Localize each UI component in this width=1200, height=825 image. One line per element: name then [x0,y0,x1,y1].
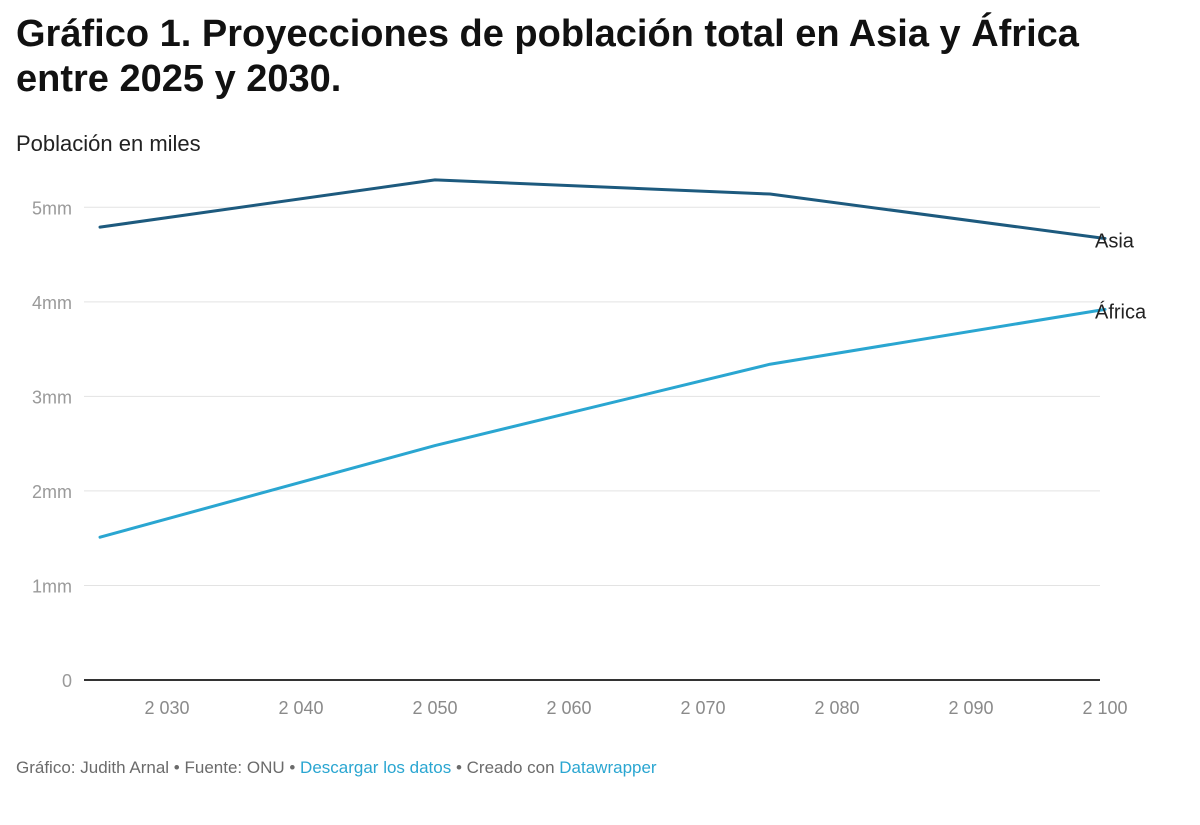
series-line-asia [98,178,1107,240]
footer-separator: • [169,758,185,777]
credit-text: Gráfico: Judith Arnal [16,758,170,777]
x-tick-label: 2 090 [948,698,993,718]
chart-subtitle: Población en miles [16,131,201,156]
y-tick-label: 1mm [32,576,72,596]
y-tick-label: 3mm [32,387,72,407]
x-tick-label: 2 060 [546,698,591,718]
y-tick-label: 2mm [32,482,72,502]
y-tick-label: 4mm [32,293,72,313]
chart-footer: Gráfico: Judith Arnal • Fuente: ONU • De… [16,758,657,778]
series-label: África [1095,300,1147,323]
download-data-link[interactable]: Descargar los datos [300,758,452,777]
series-lines [98,178,1107,539]
series-line-áfrica [98,307,1107,539]
x-tick-label: 2 070 [680,698,725,718]
datawrapper-link[interactable]: Datawrapper [559,758,657,777]
footer-separator: • [284,758,301,777]
x-tick-label: 2 100 [1082,698,1127,718]
gridlines [84,206,1100,681]
x-tick-label: 2 050 [412,698,457,718]
y-tick-label: 5mm [32,198,72,218]
chart-title: Gráfico 1. Proyecciones de población tot… [16,13,1079,100]
footer-separator: • [451,758,467,777]
x-tick-label: 2 040 [278,698,323,718]
y-tick-label: 0 [62,671,72,691]
x-axis: 2 030 2 040 2 050 2 060 2 070 2 080 2 090 2 100 [144,698,1127,718]
x-tick-label: 2 030 [144,698,189,718]
source-text: Fuente: ONU [184,758,285,777]
created-with-text: Creado con [466,758,555,777]
series-label: Asia [1095,230,1135,252]
y-axis: 0 1mm 2mm 3mm 4mm 5mm [32,198,72,691]
x-tick-label: 2 080 [814,698,859,718]
series-labels: Asia África [1095,230,1147,323]
